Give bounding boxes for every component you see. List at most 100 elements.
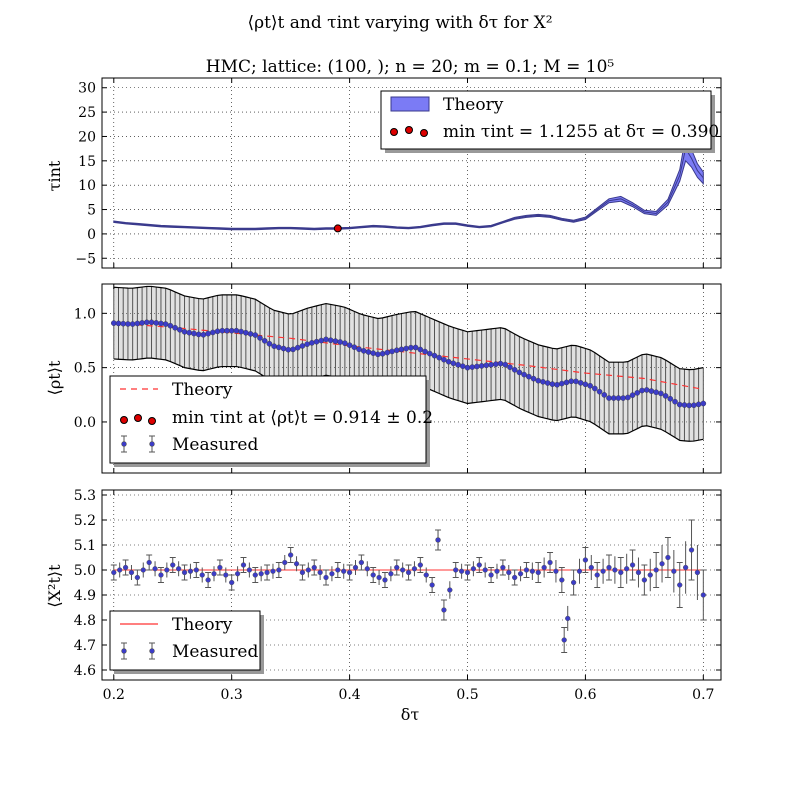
legend-theory-band-swatch	[390, 96, 430, 112]
rho-measured-point	[247, 331, 254, 337]
rho-measured-point	[577, 380, 584, 386]
x2-measured-point	[152, 566, 158, 572]
x2-measured-point	[447, 587, 453, 593]
rho-measured-point	[554, 381, 560, 388]
rho-measured-point	[266, 340, 273, 347]
rho-measured-point	[408, 344, 414, 351]
panel1-legend-box	[380, 90, 712, 150]
rho-measured-point	[667, 395, 674, 402]
rho-measured-point	[436, 354, 443, 361]
rho-measured-point	[167, 322, 174, 329]
rho-measured-point	[450, 360, 457, 367]
x2-measured-point	[624, 566, 630, 572]
rho-measured-point	[426, 350, 433, 357]
rho-measured-point	[309, 340, 315, 346]
rho-measured-point	[290, 346, 296, 353]
x2-measured-point	[376, 574, 382, 581]
x2-measured-point	[140, 567, 146, 573]
x2-measured-point	[594, 572, 600, 578]
x2-measured-point	[500, 564, 506, 571]
rho-measured-point	[441, 356, 447, 363]
rho-measured-point	[488, 361, 494, 368]
p1-y-tick-label-6: 25	[78, 105, 96, 121]
rho-measured-point	[497, 360, 504, 367]
x2-measured-point	[400, 567, 406, 573]
x2-measured-point	[582, 557, 589, 563]
rho-measured-point	[172, 324, 178, 331]
x2-measured-point	[352, 564, 359, 571]
rho-measured-point	[559, 380, 565, 387]
rho-measured-point	[629, 392, 636, 398]
p3-y-tick-label-1: 4.7	[74, 638, 96, 654]
panel-x2: ⟨X²t⟩t 0.2 0.3 0.4 0.5 0.6 0.7 4.6 4.7 4.8 4.9 5.0…	[45, 488, 722, 703]
x2-measured-point	[181, 569, 188, 576]
rho-measured-point	[526, 373, 532, 380]
rho-measured-point	[158, 320, 164, 327]
x2-measured-point	[234, 571, 241, 577]
x2-measured-point	[240, 562, 247, 568]
rho-measured-point	[110, 320, 117, 326]
legend-x2-measured-label: Measured	[172, 642, 258, 662]
rho-measured-point	[186, 329, 193, 336]
rho-measured-point	[177, 326, 183, 333]
rho-measured-point	[625, 394, 631, 401]
p2-y-tick-label-0: 0.0	[74, 415, 96, 431]
x2-measured-point	[335, 567, 341, 573]
panel1-ticks: −5 0 5 10 15 20 25 30	[75, 78, 721, 268]
rho-measured-point	[643, 387, 650, 393]
legend-min-marker-2	[405, 126, 413, 134]
x2-measured-point	[411, 566, 418, 572]
rho-measured-point	[691, 402, 697, 409]
rho-measured-point	[238, 328, 244, 335]
rho-measured-point	[568, 378, 575, 385]
rho-measured-point	[389, 348, 395, 355]
p1-y-tick-label-0: −5	[75, 251, 96, 267]
panel1-title: HMC; lattice: (100, ); n = 20; m = 0.1; …	[206, 57, 615, 77]
x-axis-label: δτ	[401, 705, 420, 724]
panel2-ticks: 0.0 0.5 1.0	[74, 284, 721, 473]
x2-measured-point	[529, 568, 536, 574]
p3-y-tick-label-5: 5.1	[74, 538, 96, 554]
rho-measured-point	[464, 364, 471, 371]
rho-measured-point	[676, 401, 683, 408]
x2-measured-point	[258, 571, 264, 577]
rho-measured-point	[219, 327, 226, 334]
x2-measured-point	[441, 607, 447, 613]
x2-measured-point	[700, 592, 706, 598]
x2-measured-point	[612, 567, 618, 573]
p1-y-tick-label-4: 15	[78, 154, 96, 170]
rho-measured-point	[195, 331, 202, 338]
x2-measured-point	[370, 572, 376, 578]
x-tick-label-2: 0.4	[338, 687, 360, 703]
x2-measured-point	[317, 569, 323, 576]
rho-measured-point	[323, 336, 329, 343]
x2-measured-point	[470, 566, 477, 572]
rho-measured-point	[346, 342, 353, 348]
panel1-series	[113, 134, 704, 233]
rho-measured-point	[511, 367, 518, 373]
panel1-legend: Theory min τint = 1.1255 at δτ = 0.390	[380, 90, 719, 153]
x2-measured-point	[211, 571, 217, 577]
rho-measured-point	[686, 402, 692, 409]
rho-measured-point	[639, 387, 645, 394]
p2-y-tick-label-2: 1.0	[74, 306, 96, 322]
x2-measured-point	[128, 569, 135, 576]
rho-measured-point	[620, 395, 626, 401]
x2-measured-point	[217, 564, 223, 571]
rho-measured-point	[700, 400, 707, 407]
rho-measured-point	[299, 343, 306, 349]
rho-measured-point	[144, 319, 150, 326]
rho-measured-point	[662, 393, 669, 399]
x2-measured-point	[576, 568, 583, 574]
x2-measured-point	[671, 568, 677, 574]
x2-measured-point	[665, 554, 671, 561]
rho-measured-point	[276, 344, 282, 351]
rho-measured-point	[610, 395, 617, 401]
panel1-frame	[101, 77, 722, 269]
x2-measured-point	[606, 564, 612, 571]
p3-y-tick-label-0: 4.6	[74, 663, 96, 679]
x2-measured-point	[417, 562, 423, 568]
rho-measured-point	[134, 320, 141, 327]
x2-measured-point	[199, 572, 205, 578]
